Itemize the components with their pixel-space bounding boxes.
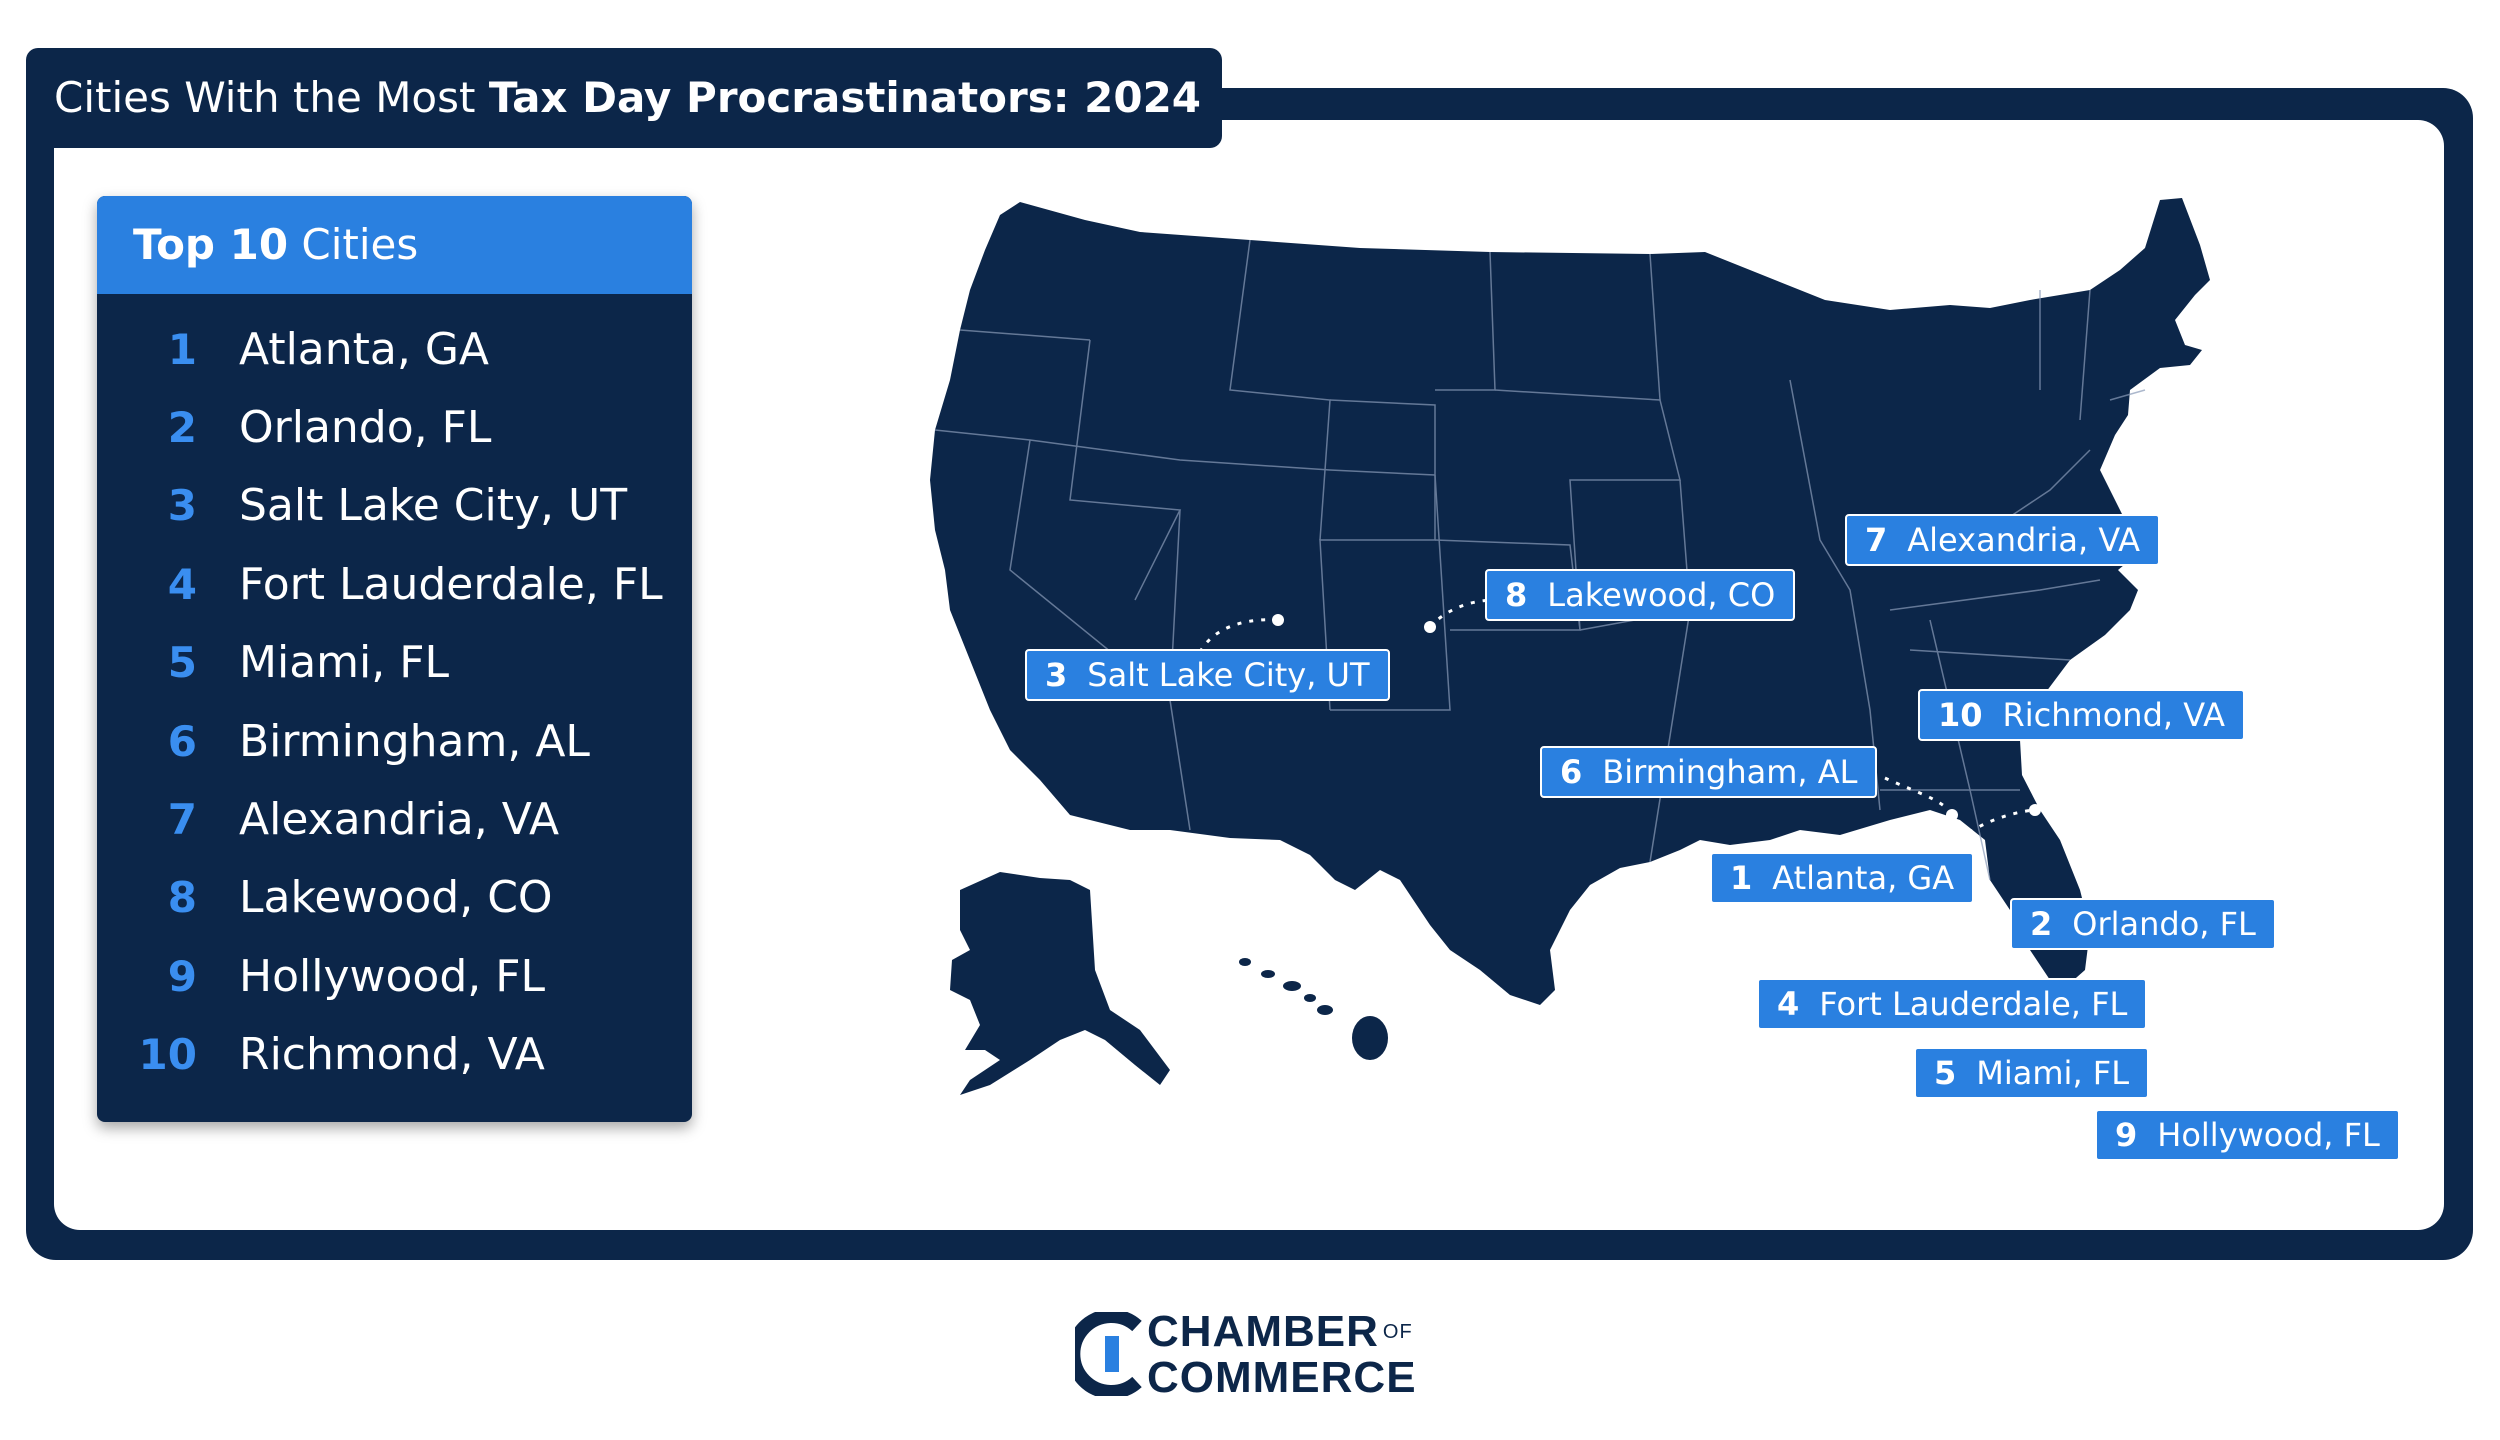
rank-city: Orlando, FL [239, 402, 492, 454]
list-item: 1 Atlanta, GA [97, 310, 692, 388]
map-label-salt-lake-city: 3 Salt Lake City, UT [1025, 649, 1390, 701]
rank-city: Lakewood, CO [239, 872, 553, 924]
alaska-shape [950, 872, 1170, 1095]
list-item: 4 Fort Lauderdale, FL [97, 545, 692, 623]
top-cities-panel: Top 10 Cities 1 Atlanta, GA 2 Orlando, FL … [97, 196, 692, 1122]
panel-header-rest: Cities [301, 220, 419, 269]
page-title: Cities With the Most Tax Day Procrastina… [26, 48, 1222, 148]
city-dot-hollywood [2174, 1041, 2182, 1049]
rank-city: Fort Lauderdale, FL [239, 558, 663, 610]
map-label-rank: 10 [1938, 696, 1983, 734]
map-label-rank: 3 [1045, 656, 1068, 694]
logo-wordmark: CHAMBER OF COMMERCE [1147, 1310, 1417, 1400]
list-item: 3 Salt Lake City, UT [97, 467, 692, 545]
leader-salt-lake [1198, 618, 1279, 653]
rank-number: 9 [167, 951, 197, 1001]
chamber-of-commerce-logo: CHAMBER OF COMMERCE [1075, 1310, 1445, 1400]
leader-alexandria [2159, 558, 2207, 623]
rank-list: 1 Atlanta, GA 2 Orlando, FL 3 Salt Lake Cit… [97, 294, 692, 1094]
rank-number: 3 [167, 481, 197, 531]
map-label-birmingham: 6 Birmingham, AL [1540, 746, 1878, 798]
list-item: 9 Hollywood, FL [97, 937, 692, 1015]
map-label-rank: 8 [1505, 576, 1528, 614]
map-label-rank: 7 [1865, 521, 1888, 559]
list-item: 6 Birmingham, AL [97, 702, 692, 780]
logo-line-1: CHAMBER [1147, 1307, 1379, 1356]
rank-city: Richmond, VA [239, 1029, 545, 1081]
map-label-hollywood: 9 Hollywood, FL [2095, 1109, 2400, 1161]
map-label-rank: 2 [2030, 905, 2053, 943]
rank-number: 8 [167, 873, 197, 923]
city-dot-salt-lake [1272, 614, 1284, 626]
city-dot-miami [2176, 1052, 2188, 1064]
map-label-rank: 5 [1934, 1054, 1957, 1092]
map-label-fort-lauderdale: 4 Fort Lauderdale, FL [1757, 978, 2148, 1030]
title-prefix: Cities With the Most [54, 73, 476, 122]
map-label-orlando: 2 Orlando, FL [2010, 898, 2276, 950]
panel-header: Top 10 Cities [97, 196, 692, 294]
leader-richmond [2203, 634, 2214, 706]
list-item: 7 Alexandria, VA [97, 780, 692, 858]
hawaii-shape [1239, 958, 1388, 1060]
map-label-rank: 9 [2115, 1116, 2138, 1154]
logo-c-icon [1075, 1312, 1142, 1396]
map-label-atlanta: 1 Atlanta, GA [1710, 852, 1975, 904]
list-item: 5 Miami, FL [97, 624, 692, 702]
map-label-miami: 5 Miami, FL [1914, 1047, 2150, 1099]
title-bold: Tax Day Procrastinators: 2024 [488, 73, 1202, 122]
rank-city: Miami, FL [239, 637, 450, 689]
city-dot-fort-lauderdale [2180, 1030, 2190, 1040]
rank-number: 4 [167, 559, 197, 609]
map-label-rank: 6 [1560, 753, 1583, 791]
rank-number: 6 [167, 716, 197, 766]
rank-city: Hollywood, FL [239, 950, 546, 1002]
map-label-rank: 4 [1777, 985, 1800, 1023]
map-label-city: Atlanta, GA [1772, 859, 1955, 897]
map-label-city: Birmingham, AL [1602, 753, 1858, 791]
map-label-city: Fort Lauderdale, FL [1819, 985, 2128, 1023]
rank-number: 2 [167, 403, 197, 453]
rank-city: Atlanta, GA [239, 323, 490, 375]
logo-line-2: COMMERCE [1147, 1353, 1417, 1402]
map-label-city: Salt Lake City, UT [1087, 656, 1370, 694]
map-label-alexandria: 7 Alexandria, VA [1845, 514, 2161, 566]
leader-birmingham [1884, 776, 1954, 816]
list-item: 2 Orlando, FL [97, 388, 692, 466]
map-label-city: Lakewood, CO [1547, 576, 1776, 614]
map-label-lakewood: 8 Lakewood, CO [1485, 569, 1796, 621]
city-dot-atlanta [2029, 804, 2041, 816]
city-dot-birmingham [1946, 809, 1958, 821]
map-label-city: Orlando, FL [2072, 905, 2256, 943]
rank-city: Salt Lake City, UT [239, 480, 628, 532]
map-label-rank: 1 [1730, 859, 1753, 897]
map-label-richmond: 10 Richmond, VA [1918, 689, 2245, 741]
logo-of: OF [1382, 1321, 1413, 1343]
rank-city: Alexandria, VA [239, 794, 560, 846]
rank-number: 1 [167, 324, 197, 374]
map-label-city: Alexandria, VA [1907, 521, 2141, 559]
rank-number: 10 [138, 1030, 197, 1080]
city-dot-lakewood [1424, 621, 1436, 633]
map-label-city: Miami, FL [1976, 1054, 2130, 1092]
leader-atlanta [1958, 808, 2036, 842]
panel-header-bold: Top 10 [133, 220, 289, 269]
list-item: 10 Richmond, VA [97, 1016, 692, 1094]
map-label-city: Hollywood, FL [2157, 1116, 2380, 1154]
city-dot-alexandria [2199, 619, 2211, 631]
leader-florida [2158, 989, 2187, 1056]
rank-number: 5 [167, 638, 197, 688]
rank-number: 7 [167, 795, 197, 845]
list-item: 8 Lakewood, CO [97, 859, 692, 937]
rank-city: Birmingham, AL [239, 715, 590, 767]
map-label-city: Richmond, VA [2002, 696, 2225, 734]
